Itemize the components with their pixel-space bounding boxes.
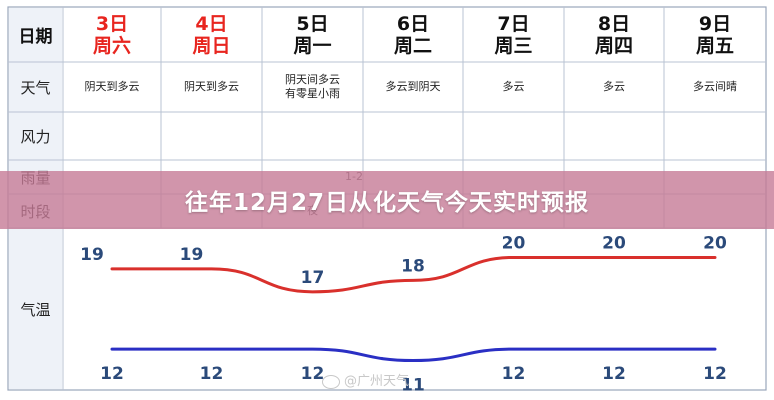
low-temp-label: 12 xyxy=(301,364,325,384)
day-weekday: 周一 xyxy=(293,34,332,57)
low-temp-label: 12 xyxy=(703,364,727,384)
high-temp-label: 20 xyxy=(502,233,526,253)
day-weekday: 周五 xyxy=(695,34,734,57)
day-header: 9日 周五 xyxy=(664,7,766,62)
day-weekday: 周四 xyxy=(594,34,633,57)
day-date: 9日 xyxy=(698,12,732,35)
day-weather: 多云 xyxy=(564,62,664,112)
weather-text: 阴天到多云 xyxy=(184,80,239,93)
day-weekday: 周六 xyxy=(92,34,131,57)
day-header: 8日 周四 xyxy=(564,7,664,62)
high-temp-label: 18 xyxy=(401,256,425,276)
weibo-icon xyxy=(322,374,340,389)
day-date: 7日 xyxy=(497,12,530,35)
row-label-date: 日期 xyxy=(18,27,53,47)
weather-text: 阴天间多云 xyxy=(285,73,340,86)
low-temp-label: 12 xyxy=(200,364,224,384)
weather-text: 多云到阴天 xyxy=(385,80,441,93)
high-temp-label: 19 xyxy=(80,245,104,265)
row-label-wind-cell: 风力 xyxy=(8,112,63,160)
low-temp-label: 12 xyxy=(602,364,626,384)
banner-title: 往年12月27日从化天气今天实时预报 xyxy=(184,190,589,216)
row-label-weather-cell: 天气 xyxy=(8,62,63,112)
day-date: 5日 xyxy=(296,12,329,35)
day-date: 3日 xyxy=(95,12,129,35)
day-weekday: 周日 xyxy=(192,34,231,57)
day-date: 8日 xyxy=(597,12,631,35)
low-temp-label: 11 xyxy=(401,376,425,396)
day-date: 6日 xyxy=(396,12,430,35)
day-weather: 多云间晴 xyxy=(664,62,766,112)
weather-text: 阴天到多云 xyxy=(84,80,140,93)
high-temp-label: 17 xyxy=(301,268,325,288)
high-temp-label: 20 xyxy=(602,233,626,253)
day-weather: 阴天到多云 xyxy=(161,62,262,112)
weather-text: 多云 xyxy=(603,80,625,93)
day-weekday: 周三 xyxy=(494,34,533,57)
day-header: 7日 周三 xyxy=(463,7,564,62)
weather-text: 多云 xyxy=(502,80,525,93)
day-weather: 阴天到多云 xyxy=(63,62,161,112)
day-weekday: 周二 xyxy=(393,34,432,57)
day-header: 3日 周六 xyxy=(63,7,161,62)
high-temp-label: 19 xyxy=(180,245,204,265)
row-label-temp-cell: 气温 xyxy=(8,228,63,390)
row-label-weather: 天气 xyxy=(20,78,51,97)
day-header: 5日 周一 xyxy=(262,7,363,62)
day-header: 6日 周二 xyxy=(363,7,463,62)
watermark-text: @广州天气 xyxy=(344,374,410,389)
high-temp-label: 20 xyxy=(703,233,727,253)
weather-text: 有零星小雨 xyxy=(285,87,340,100)
day-weather: 阴天间多云 有零星小雨 xyxy=(262,62,363,112)
day-weather: 多云到阴天 xyxy=(363,62,463,112)
high-temp-line xyxy=(110,255,717,294)
watermark: @广州天气 xyxy=(322,370,409,389)
day-header: 4日 周日 xyxy=(161,7,262,62)
weather-text: 多云间晴 xyxy=(693,80,737,93)
row-label-date-cell: 日期 xyxy=(8,7,63,62)
low-temp-label: 12 xyxy=(502,364,526,384)
day-weather: 多云 xyxy=(463,62,564,112)
low-temp-line xyxy=(110,347,717,363)
row-label-temp: 气温 xyxy=(20,300,51,319)
day-date: 4日 xyxy=(195,12,228,35)
title-banner: 往年12月27日从化天气今天实时预报 xyxy=(0,171,774,229)
low-temp-label: 12 xyxy=(100,364,124,384)
row-label-wind: 风力 xyxy=(20,127,51,146)
